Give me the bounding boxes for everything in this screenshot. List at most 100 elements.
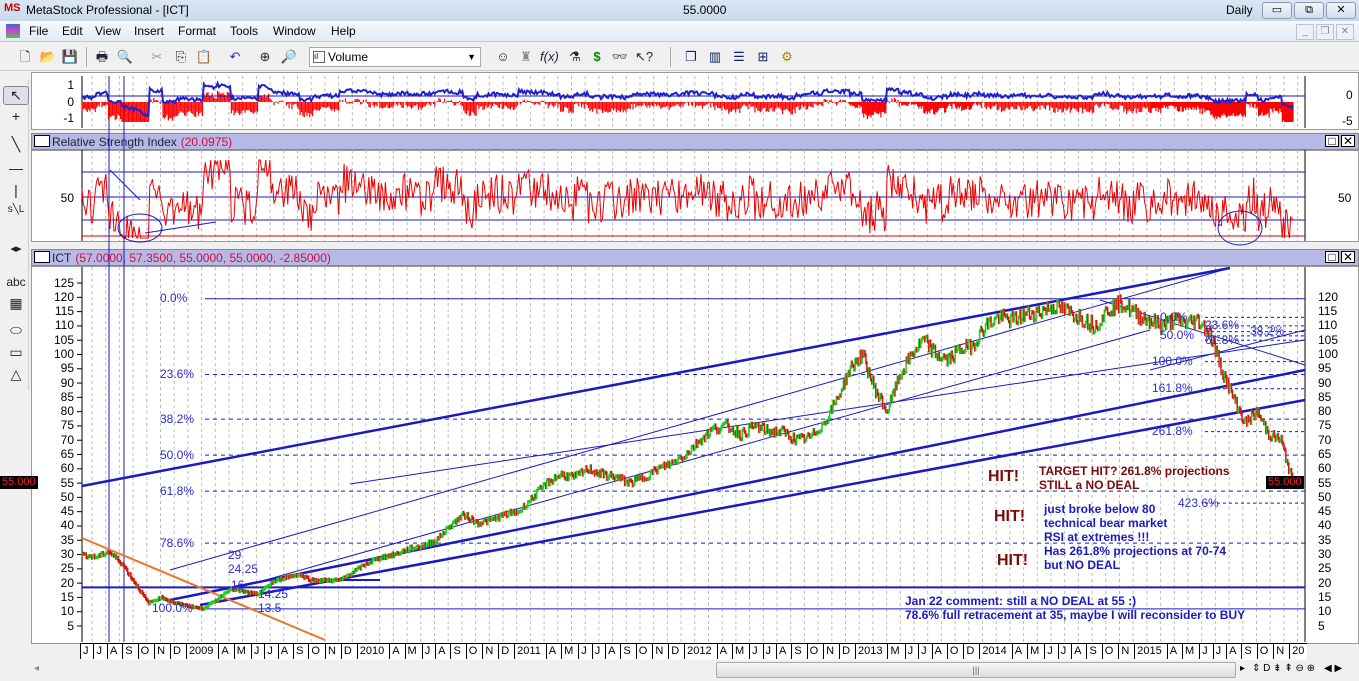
close-panel-button[interactable]: ✕ xyxy=(1341,250,1355,264)
cut-icon[interactable]: ✂ xyxy=(151,49,163,64)
date-axis-label: J xyxy=(749,644,760,659)
child-close-button[interactable]: ✕ xyxy=(1336,24,1354,40)
print-icon[interactable]: 🖶 xyxy=(95,49,109,64)
dollar-icon[interactable]: $ xyxy=(593,49,601,64)
speed-line-tool-icon[interactable]: s╲L xyxy=(7,204,25,215)
menu-edit[interactable]: Edit xyxy=(62,24,83,38)
chevron-down-icon[interactable]: ▼ xyxy=(467,52,476,62)
jan22-annotation: Jan 22 comment: still a NO DEAL at 55 :)… xyxy=(905,594,1246,622)
vertical-line-tool-icon[interactable]: | xyxy=(14,182,18,198)
date-axis-label: N xyxy=(154,644,167,659)
open-icon[interactable]: 📂 xyxy=(39,49,57,64)
trendline xyxy=(169,368,1306,602)
axis-tick: 0 xyxy=(67,95,74,109)
date-axis-label: J xyxy=(1057,644,1069,659)
date-axis-label: S xyxy=(1086,644,1098,659)
trendline-tool-icon[interactable]: ╲ xyxy=(11,136,21,152)
date-axis-label: A xyxy=(106,644,119,659)
menu-format[interactable]: Format xyxy=(178,24,217,38)
horizontal-line-tool-icon[interactable]: — xyxy=(9,160,23,176)
save-icon[interactable]: 💾 xyxy=(61,49,79,64)
ellipse-tool-icon[interactable]: ⬭ xyxy=(10,322,22,338)
menu-window[interactable]: Window xyxy=(273,24,316,38)
close-panel-button[interactable]: ✕ xyxy=(1341,134,1355,148)
price-panel-header[interactable]: ICT (57.0000, 57.3500, 55.0000, 55.0000,… xyxy=(31,249,1359,266)
maximize-panel-button[interactable]: □ xyxy=(1325,135,1339,147)
date-axis-label: J xyxy=(918,644,929,659)
zoom-icon[interactable]: 🔎 xyxy=(280,49,298,64)
close-button[interactable]: ✕ xyxy=(1326,2,1356,19)
menu-tools[interactable]: Tools xyxy=(230,24,259,38)
cascade-icon[interactable]: ❐ xyxy=(685,49,697,64)
scrollbar-thumb[interactable]: ||| xyxy=(716,662,1236,678)
help-pointer-icon[interactable]: ↖? xyxy=(635,49,654,64)
axis-tick: 5 xyxy=(1318,618,1325,633)
fib-retracement-label: 0.0% xyxy=(160,291,188,306)
crosshair-icon[interactable]: ⊕ xyxy=(259,49,271,64)
grid-tool-icon[interactable]: ▦ xyxy=(9,295,23,311)
maximize-panel-button[interactable]: □ xyxy=(1325,251,1339,263)
date-axis-label: S xyxy=(620,644,632,659)
system-tester-icon[interactable]: ⚗ xyxy=(569,49,581,64)
menu-help[interactable]: Help xyxy=(331,24,356,38)
indicator-select[interactable]: ıl Volume ▼ xyxy=(309,47,481,67)
chart-label: 29 xyxy=(228,548,242,562)
axis-tick: 1 xyxy=(67,78,74,92)
last-price-badge-right: 55.000 xyxy=(1266,476,1304,489)
scroll-left-icon[interactable]: ◂ xyxy=(34,663,40,674)
minimize-button[interactable]: ▭ xyxy=(1262,2,1292,19)
child-minimize-button[interactable]: _ xyxy=(1296,24,1314,40)
text-tool-icon[interactable]: abc xyxy=(6,275,26,289)
undo-icon[interactable]: ↶ xyxy=(229,49,241,64)
explorer-icon[interactable]: ♜ xyxy=(520,49,532,64)
pan-arrows-icon[interactable]: ◀ ▶ xyxy=(1324,663,1343,674)
periodicity-label[interactable]: Daily xyxy=(1226,3,1253,17)
axis-tick: 90 xyxy=(1318,375,1332,390)
copy-icon[interactable]: ⎘ xyxy=(175,49,187,64)
triangle-tool-icon[interactable]: △ xyxy=(10,366,22,382)
scroll-right-icon[interactable]: ▸ xyxy=(1240,663,1246,674)
rsi-header-text: Relative Strength Index (20.0975) xyxy=(52,135,232,149)
paste-icon[interactable]: 📋 xyxy=(195,49,213,64)
fib-projection-label: 100.0% xyxy=(1152,354,1193,369)
date-axis-label: 2011 xyxy=(514,644,543,659)
current-value: 55.0000 xyxy=(683,3,727,17)
menu-insert[interactable]: Insert xyxy=(134,24,165,38)
date-axis-label: J xyxy=(762,644,774,659)
settings-icon[interactable]: ⚙ xyxy=(781,49,793,64)
print-preview-icon[interactable]: 🔍 xyxy=(116,49,134,64)
rectangle-tool-icon[interactable]: ▭ xyxy=(9,344,23,360)
rsi-panel-header[interactable]: Relative Strength Index (20.0975) □ ✕ xyxy=(31,133,1359,150)
tile-vertical-icon[interactable]: ▥ xyxy=(708,49,722,64)
expert-advisor-icon[interactable]: ☺ xyxy=(496,49,510,64)
axis-tick: 0 xyxy=(1346,88,1353,102)
zoom-tools-icon[interactable]: ⇕ D ⇟ ⇞ ⊖ ⊕ xyxy=(1252,663,1316,674)
restore-button[interactable]: ⧉ xyxy=(1294,2,1324,19)
axis-tick: 95 xyxy=(1318,361,1332,376)
binoculars-icon[interactable]: 👓 xyxy=(611,49,629,64)
last-price-badge: 55.000 xyxy=(0,476,38,489)
date-axis-label: S xyxy=(122,644,134,659)
tile-grid-icon[interactable]: ⊞ xyxy=(757,49,769,64)
arrows-icon[interactable]: ◂▸ xyxy=(10,243,22,255)
date-axis-label: M xyxy=(404,644,419,659)
formula-icon[interactable]: f(x) xyxy=(540,49,559,64)
menu-view[interactable]: View xyxy=(95,24,121,38)
document-icon[interactable] xyxy=(6,24,20,38)
tile-horizontal-icon[interactable]: ☰ xyxy=(733,49,745,64)
date-axis-label: 2010 xyxy=(356,644,386,659)
pointer-tool-icon[interactable]: ↖ xyxy=(3,86,29,105)
date-axis-label: S xyxy=(450,644,462,659)
date-axis[interactable]: J J A S O N D 2009 A M J J A S O N D 2010 A M J A S O N D 2011 A M J J… xyxy=(80,643,1307,660)
child-restore-button[interactable]: ❐ xyxy=(1316,24,1334,40)
date-axis-label: D xyxy=(839,644,852,659)
axis-tick: 35 xyxy=(1318,532,1332,547)
new-icon[interactable]: 🗋 xyxy=(19,49,31,64)
panel-icon xyxy=(34,135,50,147)
crosshair-tool-icon[interactable]: + xyxy=(11,108,21,124)
date-axis-label: A xyxy=(1011,644,1024,659)
date-axis-label: O xyxy=(806,644,821,659)
horizontal-scrollbar[interactable]: ◂ ||| ▸ ⇕ D ⇟ ⇞ ⊖ ⊕ ◀ ▶ xyxy=(30,661,1359,680)
menu-file[interactable]: File xyxy=(29,24,49,38)
